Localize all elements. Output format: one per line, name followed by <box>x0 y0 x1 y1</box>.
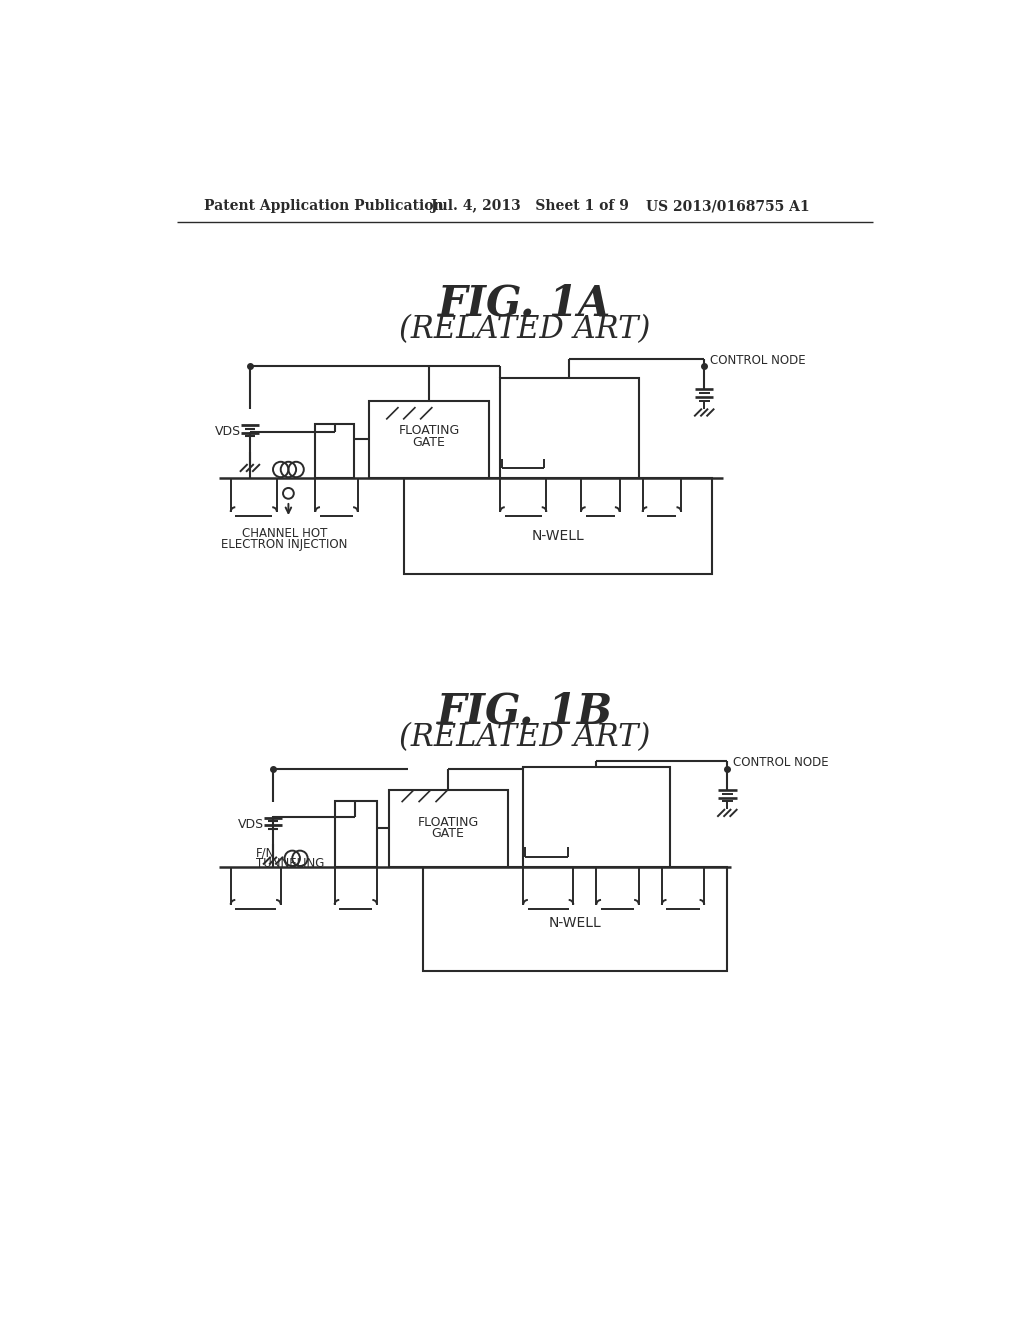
Text: FIG. 1A: FIG. 1A <box>438 282 611 325</box>
Text: US 2013/0168755 A1: US 2013/0168755 A1 <box>646 199 810 213</box>
Text: (RELATED ART): (RELATED ART) <box>399 314 650 345</box>
Text: TUNNELING: TUNNELING <box>256 857 325 870</box>
Text: VDS: VDS <box>239 818 264 832</box>
Bar <box>388 789 508 867</box>
Text: F/N: F/N <box>256 846 275 859</box>
Bar <box>523 767 670 867</box>
Text: GATE: GATE <box>432 828 465 841</box>
Text: N-WELL: N-WELL <box>549 916 601 931</box>
Text: FLOATING: FLOATING <box>418 816 479 829</box>
Text: VDS: VDS <box>215 425 242 438</box>
Text: (RELATED ART): (RELATED ART) <box>399 722 650 752</box>
Bar <box>315 424 354 478</box>
Text: FIG. 1B: FIG. 1B <box>437 690 612 733</box>
Bar <box>500 378 639 478</box>
Text: ELECTRON INJECTION: ELECTRON INJECTION <box>221 537 348 550</box>
Text: GATE: GATE <box>413 436 445 449</box>
Text: CONTROL NODE: CONTROL NODE <box>733 756 829 770</box>
Text: Patent Application Publication: Patent Application Publication <box>204 199 443 213</box>
Bar <box>403 478 712 574</box>
Text: FLOATING: FLOATING <box>398 424 460 437</box>
Text: Jul. 4, 2013   Sheet 1 of 9: Jul. 4, 2013 Sheet 1 of 9 <box>431 199 629 213</box>
Bar <box>370 401 488 478</box>
Text: CHANNEL HOT: CHANNEL HOT <box>242 527 328 540</box>
Bar <box>423 867 727 970</box>
Text: CONTROL NODE: CONTROL NODE <box>711 354 806 367</box>
Bar <box>335 801 377 867</box>
Text: N-WELL: N-WELL <box>531 529 585 543</box>
